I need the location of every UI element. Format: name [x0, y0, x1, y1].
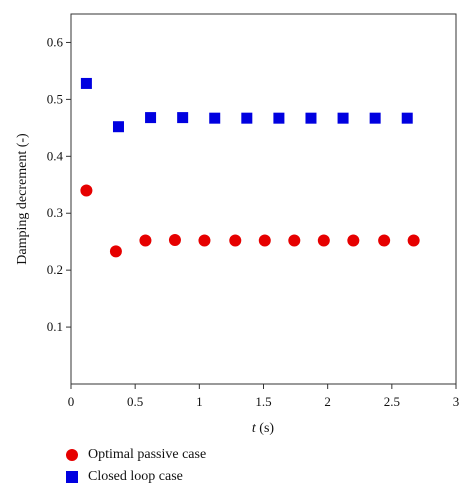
- x-tick-label: 1.5: [255, 394, 271, 409]
- point-optimal-passive: [109, 245, 122, 258]
- point-optimal-passive: [198, 234, 211, 247]
- point-closed-loop: [80, 77, 92, 89]
- point-closed-loop: [337, 112, 349, 124]
- data-points: [80, 77, 420, 258]
- point-closed-loop: [401, 112, 413, 124]
- point-optimal-passive: [229, 234, 242, 247]
- point-closed-loop: [241, 112, 253, 124]
- point-optimal-passive: [288, 234, 301, 247]
- x-axis-variable: t: [252, 421, 257, 436]
- blue-square-marker-icon: [66, 471, 78, 483]
- legend-item-optimal-passive: Optimal passive case: [66, 444, 206, 466]
- point-optimal-passive: [258, 234, 271, 247]
- y-tick-label: 0.6: [47, 34, 64, 49]
- point-optimal-passive: [407, 234, 420, 247]
- plot-frame: [70, 13, 457, 385]
- x-tick-label: 2.5: [384, 394, 400, 409]
- point-optimal-passive: [317, 234, 330, 247]
- scatter-chart: 0 0.5 1 1.5 2 2.5 3 0.1 0.2 0.3 0.4 0.5 0.6 t (s) D…: [15, 13, 460, 436]
- point-optimal-passive: [378, 234, 391, 247]
- point-optimal-passive: [139, 234, 152, 247]
- y-tick-label: 0.2: [47, 262, 63, 277]
- point-optimal-passive: [168, 233, 181, 246]
- point-closed-loop: [145, 112, 157, 124]
- x-tick-label: 2: [324, 394, 331, 409]
- red-circle-marker-icon: [66, 449, 78, 461]
- point-closed-loop: [305, 112, 317, 124]
- legend-label: Optimal passive case: [88, 447, 207, 462]
- legend: Optimal passive case Closed loop case: [66, 444, 206, 488]
- point-closed-loop: [112, 121, 124, 133]
- point-closed-loop: [177, 112, 189, 124]
- legend-label: Closed loop case: [88, 469, 183, 484]
- y-axis-title: Damping decrement (-): [15, 133, 30, 265]
- x-tick-label: 1: [196, 394, 203, 409]
- point-optimal-passive: [347, 234, 360, 247]
- x-axis-title: t (s): [252, 421, 275, 436]
- legend-item-closed-loop: Closed loop case: [66, 466, 206, 488]
- point-closed-loop: [273, 112, 285, 124]
- y-axis: 0.1 0.2 0.3 0.4 0.5 0.6: [47, 34, 71, 334]
- x-tick-label: 0: [68, 394, 75, 409]
- y-tick-label: 0.4: [47, 148, 64, 163]
- x-tick-label: 0.5: [127, 394, 143, 409]
- point-optimal-passive: [80, 184, 93, 197]
- point-closed-loop: [369, 112, 381, 124]
- x-axis: 0 0.5 1 1.5 2 2.5 3: [68, 384, 460, 409]
- y-tick-label: 0.3: [47, 205, 63, 220]
- x-tick-label: 3: [453, 394, 460, 409]
- y-tick-label: 0.1: [47, 319, 63, 334]
- y-tick-label: 0.5: [47, 91, 63, 106]
- x-axis-unit: (s): [256, 421, 275, 436]
- point-closed-loop: [209, 112, 221, 124]
